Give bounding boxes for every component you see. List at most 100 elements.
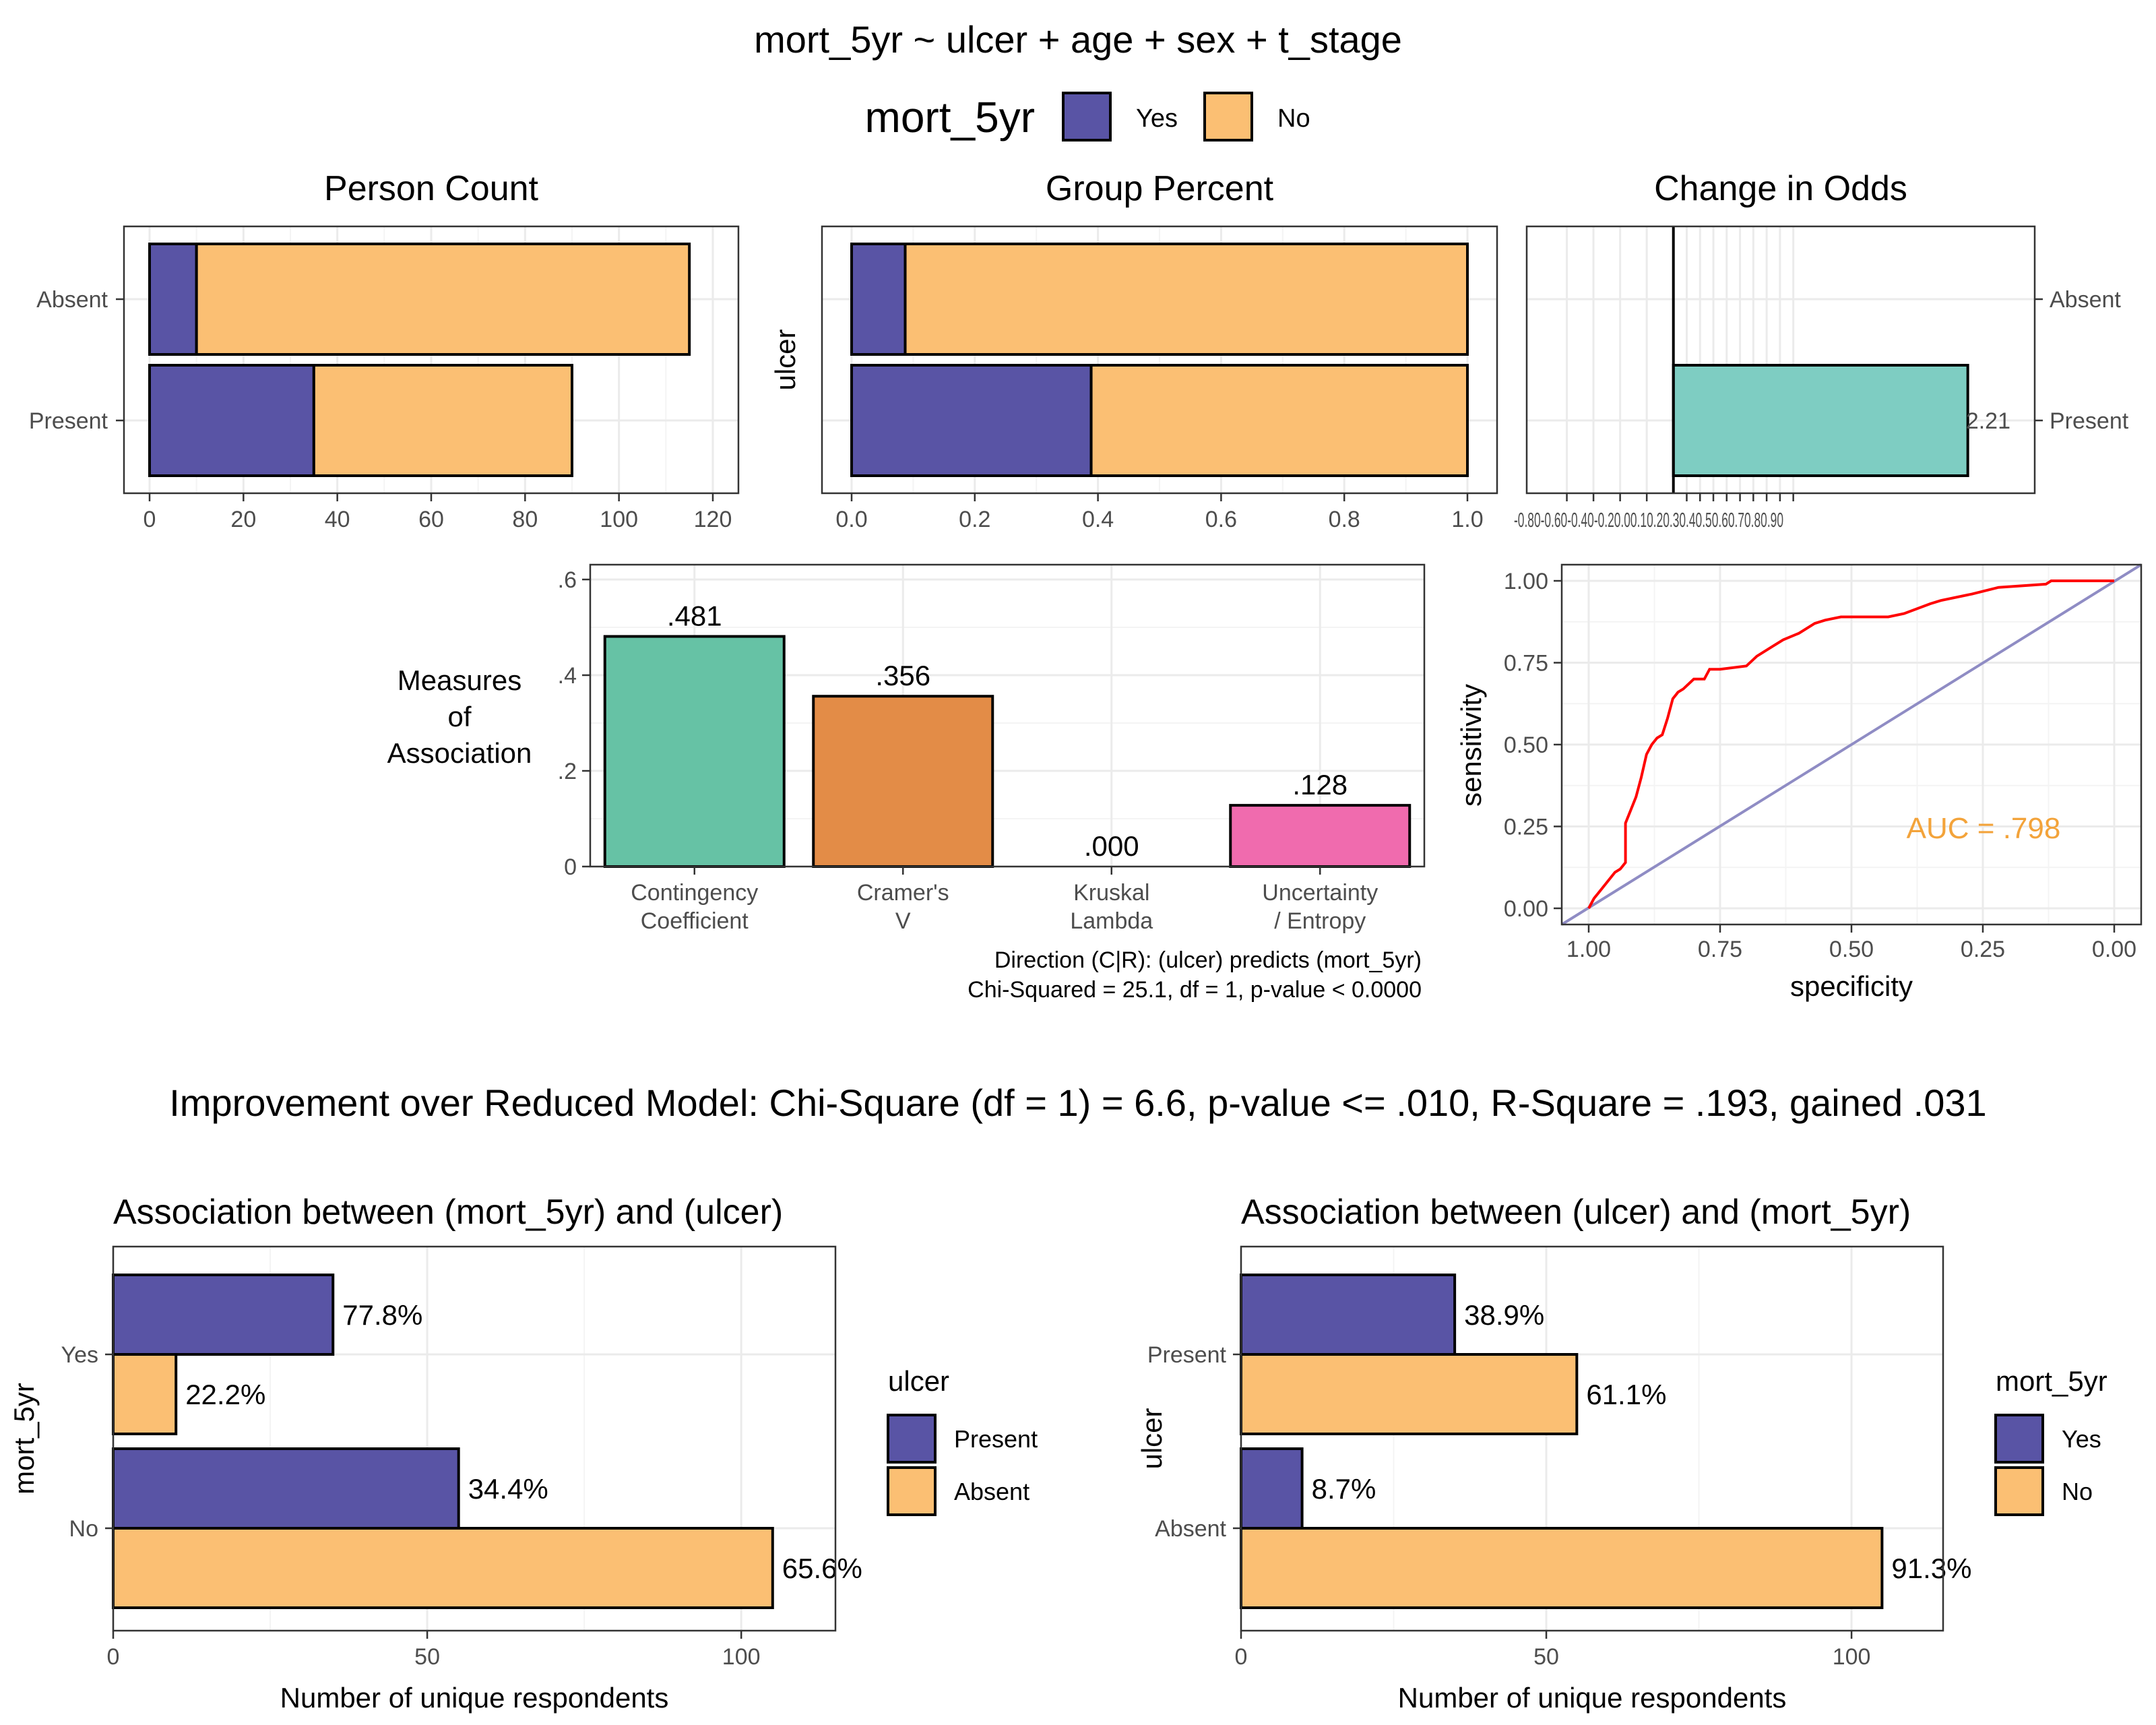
bar-present-no: [112, 1447, 460, 1530]
bar-measure-0: [603, 635, 786, 868]
y-tick-label: Absent: [1155, 1516, 1226, 1542]
x-tick-label: 0.00: [2092, 937, 2136, 962]
y-axis-label-line: Association: [387, 737, 532, 769]
x-tick-label: 0.4: [1082, 507, 1114, 532]
x-tick-label-line2: Lambda: [1070, 908, 1153, 934]
x-tick-label-line1: Cramer's: [857, 880, 949, 906]
x-tick-label: 0.75: [1698, 937, 1742, 962]
y-tick-label: Present: [29, 408, 108, 434]
x-tick-label: 0: [1235, 1644, 1248, 1670]
caption-line: Chi-Squared = 25.1, df = 1, p-value < 0.…: [968, 977, 1422, 1003]
caption-line: Direction (C|R): (ulcer) predicts (mort_…: [994, 947, 1422, 973]
y-tick-label: .4: [558, 663, 577, 689]
x-tick-label: 0.6: [1205, 507, 1237, 532]
data-label: .000: [1084, 830, 1139, 862]
legend-title: mort_5yr: [1996, 1365, 2107, 1397]
y-tick-label: 0.00: [1504, 896, 1548, 922]
y-tick-label: .2: [558, 759, 577, 784]
bar-no-present: [1240, 1353, 1579, 1435]
y-axis-label: mort_5yr: [8, 1383, 40, 1495]
roc-panel: AUC = .798 1.00 0.75 0.50 0.25 0.00 0.00 0.25 0.…: [1455, 563, 2143, 1002]
y-axis-label-line: of: [447, 701, 471, 732]
bar-yes-absent: [850, 243, 907, 356]
y-tick-label: 0.75: [1504, 651, 1548, 677]
bar-absent-yes: [112, 1353, 178, 1435]
legend-swatch: [1994, 1466, 2044, 1516]
top-legend: mort_5yr Yes No: [865, 92, 1310, 142]
data-label: 8.7%: [1312, 1473, 1376, 1505]
x-tick-label: 1.0: [1451, 507, 1483, 532]
x-axis-label: Number of unique respondents: [1398, 1682, 1787, 1714]
x-tick-label: 100: [722, 1644, 761, 1670]
bar-no-absent: [1240, 1527, 1884, 1609]
top-legend-label-yes: Yes: [1136, 104, 1178, 133]
legend-swatch: [887, 1466, 937, 1516]
y-tick-label: Absent: [2050, 287, 2121, 313]
auc-annotation: AUC = .798: [1907, 812, 2061, 845]
x-tick-label: 60: [418, 507, 444, 532]
panel-title: Person Count: [324, 169, 539, 208]
x-axis-label: Number of unique respondents: [280, 1682, 669, 1714]
data-label: 22.2%: [185, 1379, 265, 1410]
y-axis-label: ulcer: [769, 329, 801, 390]
top-legend-label-no: No: [1277, 104, 1310, 133]
x-axis-label: specificity: [1790, 970, 1913, 1002]
bar-no-absent: [195, 243, 691, 356]
panel-frame: [821, 225, 1498, 495]
bar-measure-1: [812, 695, 994, 868]
x-tick-label: 80: [512, 507, 538, 532]
data-label: 91.3%: [1891, 1552, 1971, 1584]
legend-swatch: [1994, 1414, 2044, 1464]
data-label: 65.6%: [782, 1552, 862, 1584]
panel-title: Association between (ulcer) and (mort_5y…: [1241, 1193, 1911, 1232]
data-label: .356: [875, 660, 930, 691]
x-tick-label: 0.25: [1961, 937, 2005, 962]
data-label: .481: [667, 600, 722, 631]
y-axis-label: sensitivity: [1455, 684, 1487, 807]
top-legend-swatch-yes: [1062, 92, 1112, 142]
x-tick-label: 50: [1533, 1644, 1559, 1670]
data-label: 38.9%: [1464, 1299, 1544, 1331]
x-tick-label-line1: Kruskal: [1073, 880, 1149, 906]
main-title: mort_5yr ~ ulcer + age + sex + t_stage: [754, 18, 1402, 61]
x-tick-label-line1: Contingency: [631, 880, 758, 906]
data-label: 61.1%: [1586, 1379, 1666, 1410]
x-tick-label: 0.50: [1829, 937, 1874, 962]
x-tick-label: 1.00: [1566, 937, 1611, 962]
assoc-ulcer-mort-panel: Association between (ulcer) and (mort_5y…: [1136, 1193, 2107, 1714]
x-tick-label: 0: [144, 507, 156, 532]
x-tick-label-line2: V: [895, 908, 911, 934]
assoc-mort-ulcer-panel: Association between (mort_5yr) and (ulce…: [8, 1193, 1038, 1714]
x-tick-labels-overlapping: -0.80-0.60-0.40-0.20.00.10.20.30.40.50.6…: [1514, 508, 1783, 532]
legend-title: ulcer: [888, 1365, 949, 1397]
y-tick-label: 0.50: [1504, 732, 1548, 758]
panel-frame: [112, 1245, 837, 1632]
data-label: 34.4%: [468, 1473, 548, 1505]
x-tick-label: 0.0: [835, 507, 867, 532]
y-tick-label: No: [69, 1516, 98, 1542]
x-tick-label: 0: [107, 1644, 120, 1670]
x-tick-label: 100: [600, 507, 638, 532]
bar-no-present: [1089, 364, 1469, 477]
panel-title: Change in Odds: [1654, 169, 1907, 208]
y-axis-label: ulcer: [1136, 1408, 1168, 1469]
y-tick-label: Present: [1147, 1342, 1227, 1368]
x-tick-label: 120: [694, 507, 732, 532]
bar-yes-present: [850, 364, 1093, 477]
panel-frame: [589, 563, 1426, 868]
group-percent-panel: Group Percent ulcer 0.0 0.2 0.4 0.6 0.8 1.0: [769, 169, 1498, 532]
bar-absent-no: [112, 1527, 774, 1609]
panel-title: Association between (mort_5yr) and (ulce…: [113, 1193, 783, 1232]
data-label: .128: [1292, 769, 1348, 801]
bar-measure-3: [1229, 804, 1412, 868]
x-tick-label: 40: [325, 507, 350, 532]
improvement-text: Improvement over Reduced Model: Chi-Squa…: [169, 1081, 1986, 1124]
x-tick-label-line2: / Entropy: [1274, 908, 1366, 934]
y-tick-label: 0.25: [1504, 815, 1548, 840]
panel-title: Group Percent: [1046, 169, 1274, 208]
y-tick-label: 0: [564, 854, 577, 880]
roc-curve: [1587, 579, 2114, 909]
x-tick-label: 100: [1833, 1644, 1871, 1670]
x-tick-label: 0.8: [1329, 507, 1360, 532]
bar-no-absent: [903, 243, 1469, 356]
